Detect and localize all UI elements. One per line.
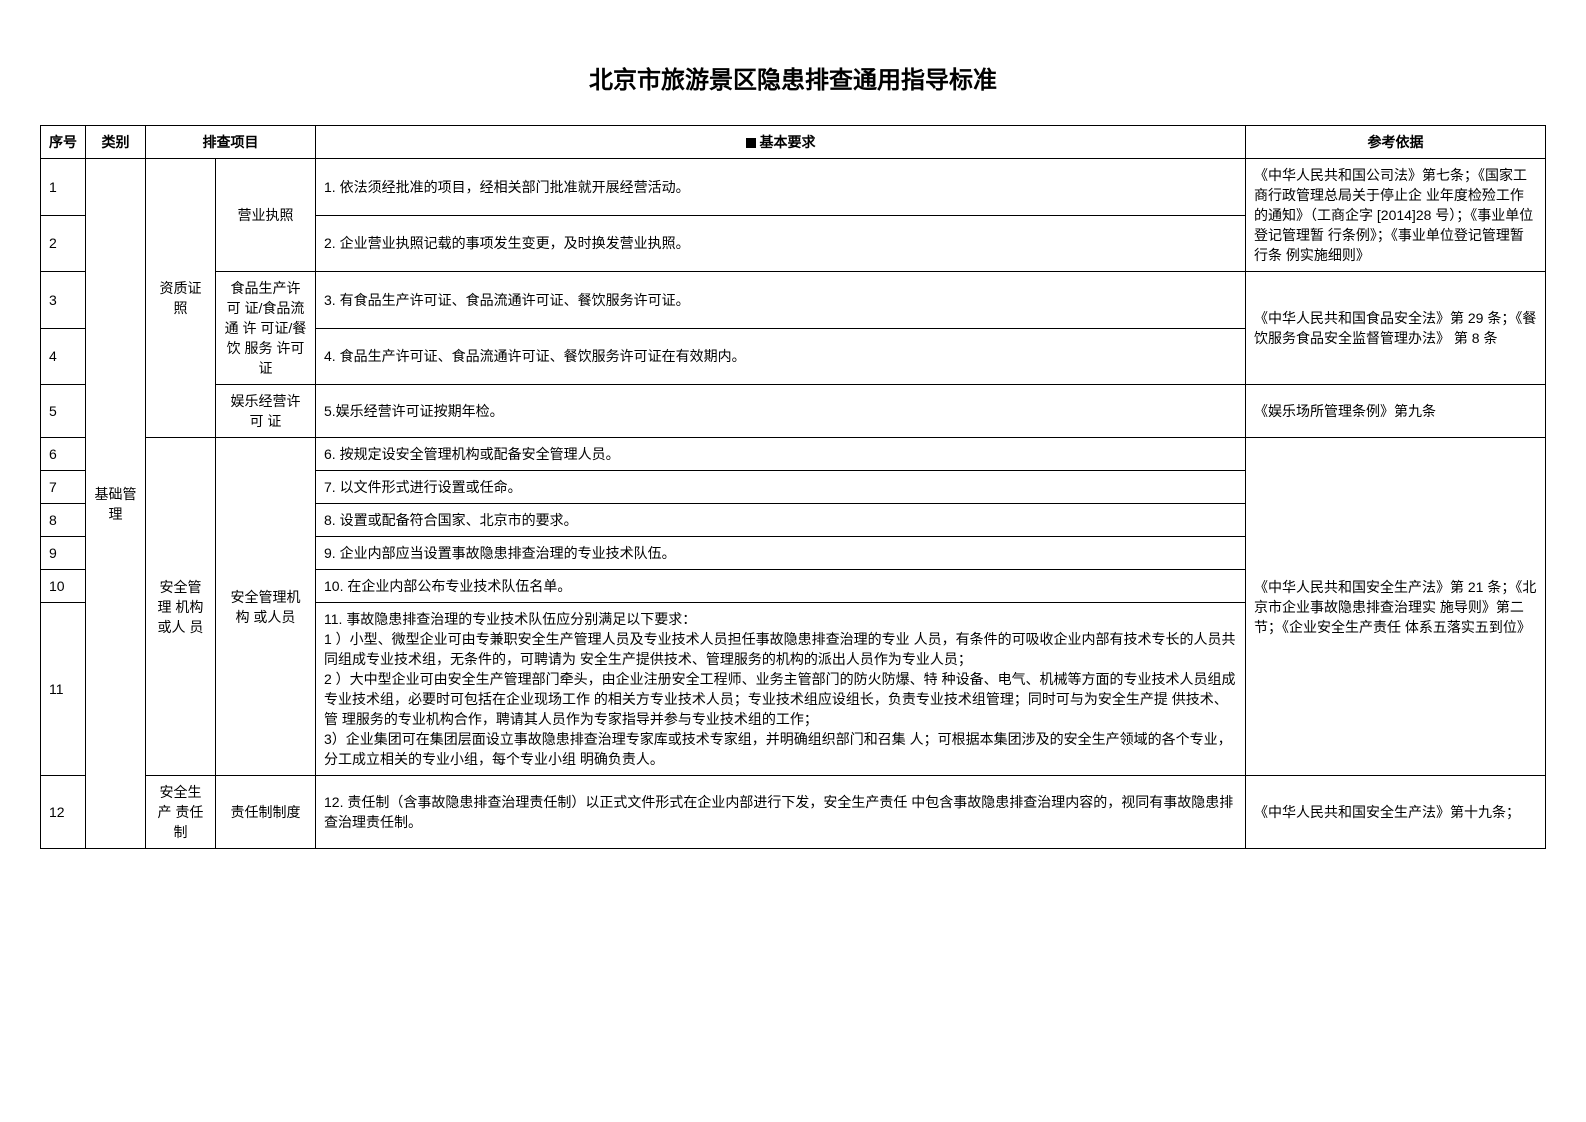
cell-idx-3: 3 [41, 272, 86, 329]
th-reference: 参考依据 [1246, 126, 1546, 159]
cell-ref-3: 《中华人民共和国食品安全法》第 29 条；《餐饮服务食品安全监督管理办法》 第 … [1246, 272, 1546, 385]
cell-req-2: 2. 企业营业执照记载的事项发生变更，及时换发营业执照。 [316, 215, 1246, 272]
th-idx: 序号 [41, 126, 86, 159]
cell-ref-6: 《中华人民共和国安全生产法》第 21 条；《北京市企业事故隐患排查治理实 施导则… [1246, 438, 1546, 776]
cell-idx-2: 2 [41, 215, 86, 272]
standards-table: 序号 类别 排查项目 基本要求 参考依据 1 基础管 理 资质证照 营业执照 1… [40, 125, 1546, 849]
cell-req-1: 1. 依法须经批准的项目，经相关部门批准就开展经营活动。 [316, 159, 1246, 216]
cell-idx-12: 12 [41, 776, 86, 849]
cell-req-10: 10. 在企业内部公布专业技术队伍名单。 [316, 570, 1246, 603]
cell-resp: 安全生产 责任制 [146, 776, 216, 849]
cell-idx-1: 1 [41, 159, 86, 216]
cell-req-3: 3. 有食品生产许可证、食品流通许可证、餐饮服务许可证。 [316, 272, 1246, 329]
cell-idx-8: 8 [41, 504, 86, 537]
cell-idx-9: 9 [41, 537, 86, 570]
cell-req-9: 9. 企业内部应当设置事故隐患排查治理的专业技术队伍。 [316, 537, 1246, 570]
cell-ent: 娱乐经营许可 证 [216, 385, 316, 438]
th-requirement-text: 基本要求 [760, 134, 816, 150]
page-title: 北京市旅游景区隐患排查通用指导标准 [40, 60, 1546, 95]
cell-req-12: 12. 责任制（含事故隐患排查治理责任制）以正式文件形式在企业内部进行下发，安全… [316, 776, 1246, 849]
cell-req-7: 7. 以文件形式进行设置或任命。 [316, 471, 1246, 504]
th-category: 类别 [86, 126, 146, 159]
cell-req-8: 8. 设置或配备符合国家、北京市的要求。 [316, 504, 1246, 537]
th-requirement: 基本要求 [316, 126, 1246, 159]
cell-food: 食品生产许可 证/食品流通 许 可证/餐饮 服务 许可证 [216, 272, 316, 385]
cell-resp2: 责任制制度 [216, 776, 316, 849]
cell-ref-5: 《娱乐场所管理条例》第九条 [1246, 385, 1546, 438]
cell-idx-6: 6 [41, 438, 86, 471]
cell-ref-1: 《中华人民共和国公司法》第七条；《国家工商行政管理总局关于停止企 业年度检殓工作… [1246, 159, 1546, 272]
cell-qual: 资质证照 [146, 159, 216, 438]
th-item: 排查项目 [146, 126, 316, 159]
cell-safety-org2: 安全管理机构 或人员 [216, 438, 316, 776]
cell-req-6: 6. 按规定设安全管理机构或配备安全管理人员。 [316, 438, 1246, 471]
cell-idx-4: 4 [41, 328, 86, 385]
cell-category: 基础管 理 [86, 159, 146, 849]
cell-idx-10: 10 [41, 570, 86, 603]
cell-idx-7: 7 [41, 471, 86, 504]
cell-safety-org: 安全管理 机构或人 员 [146, 438, 216, 776]
cell-idx-5: 5 [41, 385, 86, 438]
cell-yingye: 营业执照 [216, 159, 316, 272]
cell-ref-12: 《中华人民共和国安全生产法》第十九条； [1246, 776, 1546, 849]
cell-req-4: 4. 食品生产许可证、食品流通许可证、餐饮服务许可证在有效期内。 [316, 328, 1246, 385]
cell-req-11: 11. 事故隐患排查治理的专业技术队伍应分别满足以下要求： 1 ）小型、微型企业… [316, 603, 1246, 776]
cell-idx-11: 11 [41, 603, 86, 776]
cell-req-5: 5.娱乐经营许可证按期年检。 [316, 385, 1246, 438]
